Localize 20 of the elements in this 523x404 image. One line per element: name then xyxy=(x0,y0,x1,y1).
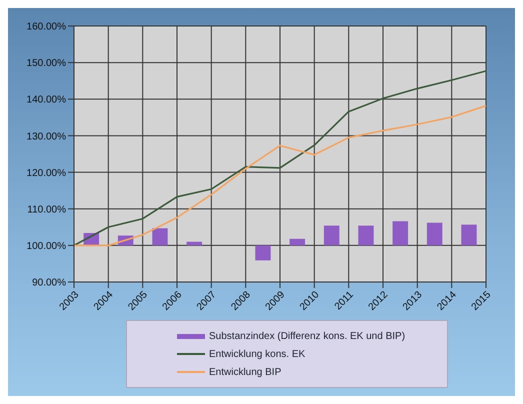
bar xyxy=(392,221,408,246)
bar xyxy=(324,226,340,246)
y-tick-label: 110.00% xyxy=(27,204,66,216)
y-tick-label: 150.00% xyxy=(26,58,66,70)
legend-label: Entwicklung BIP xyxy=(209,366,282,378)
legend-label: Substanzindex (Differenz kons. EK und BIP) xyxy=(209,330,406,342)
bar xyxy=(186,242,202,246)
legend-label: Entwicklung kons. EK xyxy=(209,348,306,360)
bar xyxy=(461,224,477,246)
y-tick-label: 160.00% xyxy=(26,22,66,33)
y-tick-label: 140.00% xyxy=(26,94,66,106)
bar xyxy=(152,228,168,246)
y-tick-label: 90.00% xyxy=(32,278,66,289)
y-tick-label: 120.00% xyxy=(26,168,66,179)
y-tick-label: 100.00% xyxy=(26,240,66,252)
bar xyxy=(426,222,442,246)
bar xyxy=(255,245,271,260)
bar xyxy=(358,226,374,246)
bar xyxy=(290,238,306,246)
y-tick-label: 130.00% xyxy=(26,131,66,142)
